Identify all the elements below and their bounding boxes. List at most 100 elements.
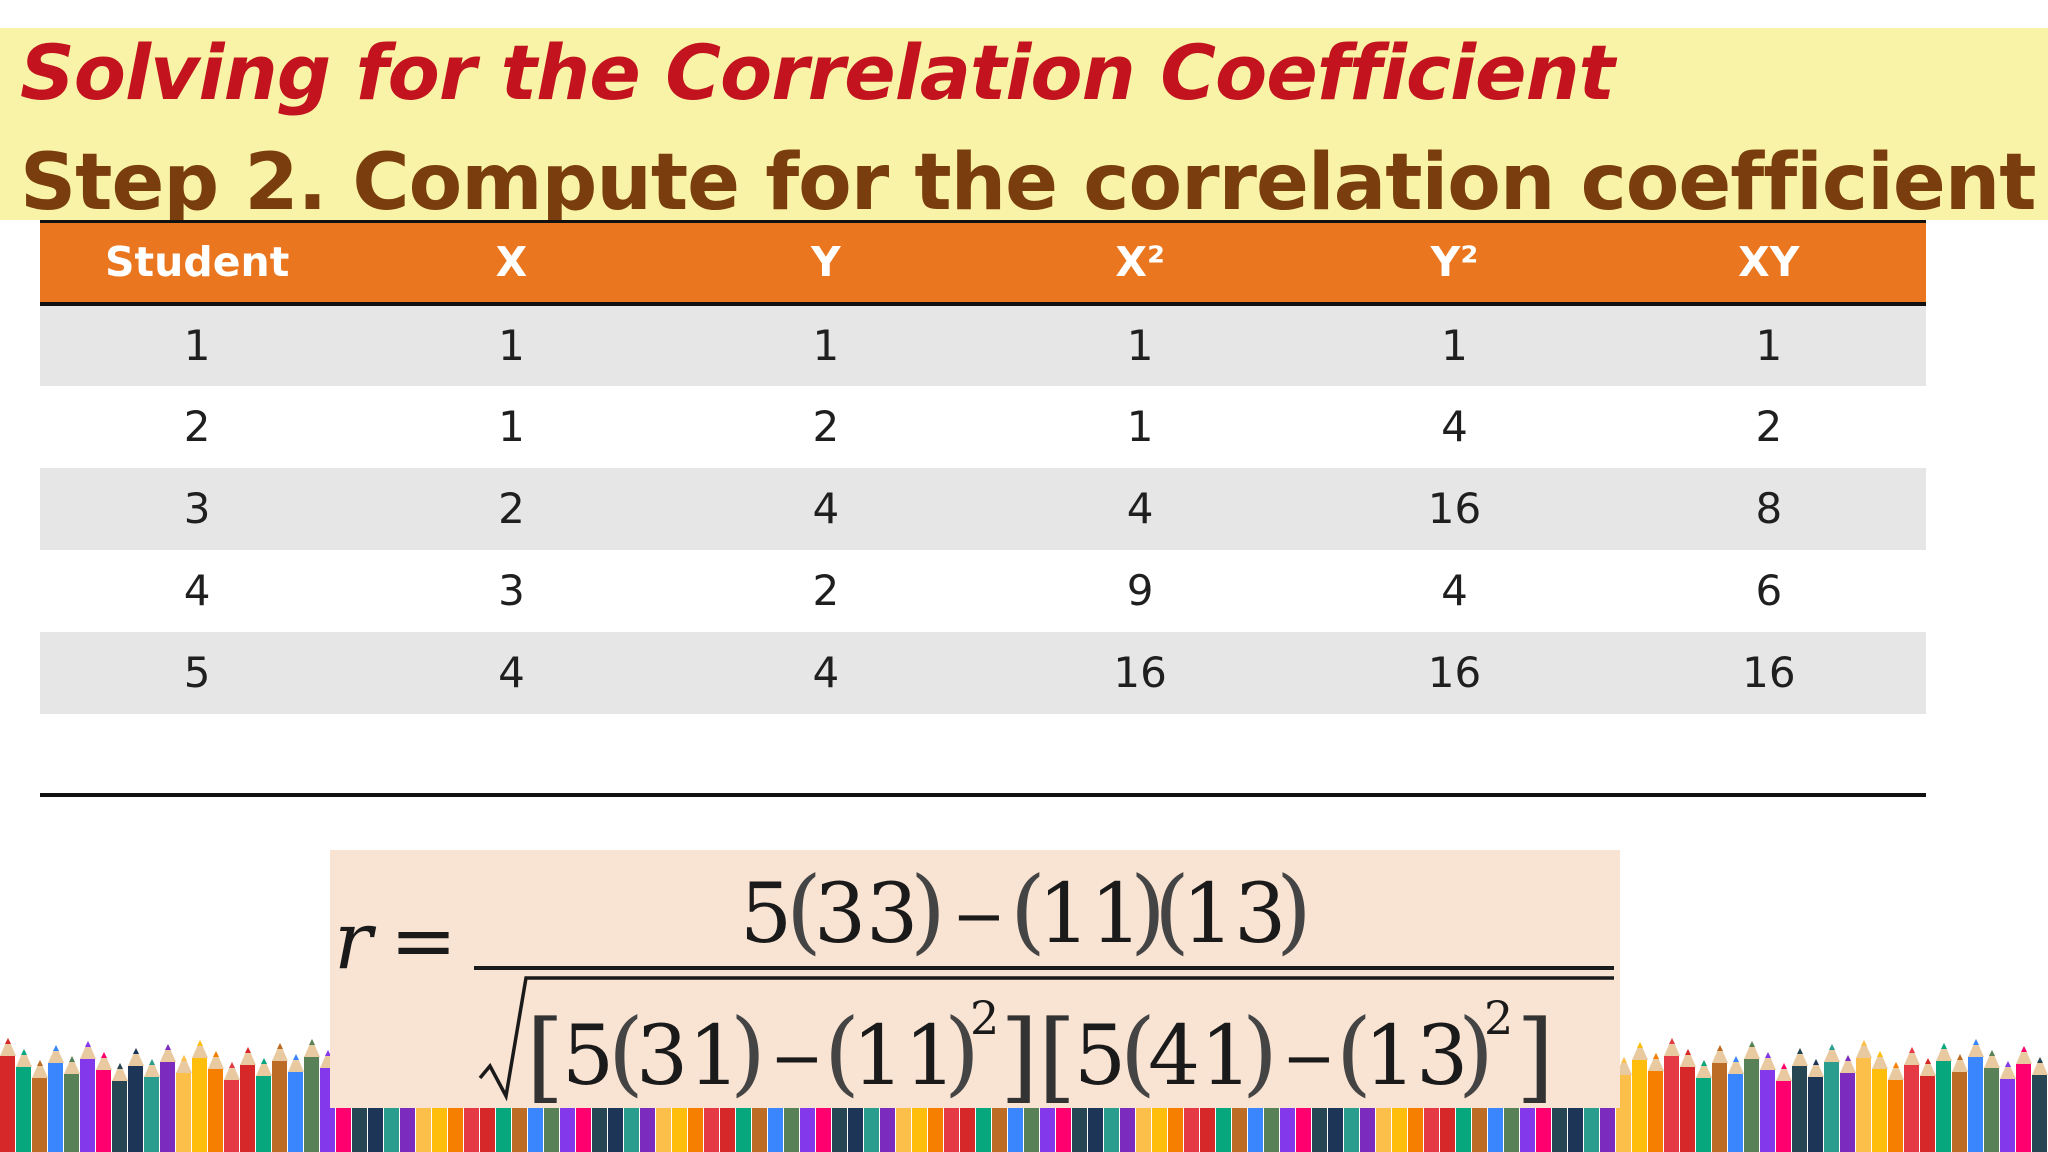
pencil-icon <box>1696 1060 1712 1152</box>
header-xy: XY <box>1611 221 1926 306</box>
table-cell: 4 <box>1441 566 1468 615</box>
table-cell: 8 <box>1755 484 1783 533</box>
paren-open: ( <box>1120 999 1156 1106</box>
header-y: Y <box>668 221 983 306</box>
pencil-icon <box>128 1048 144 1152</box>
table-cell: 4 <box>183 566 211 615</box>
table-cell: 9 <box>1126 566 1154 615</box>
pencil-icon <box>112 1063 128 1152</box>
paren-open: ( <box>1336 999 1372 1106</box>
pencil-icon <box>1888 1062 1904 1152</box>
denominator-n2: 5 <box>1074 1009 1126 1104</box>
pencil-icon <box>1632 1042 1648 1152</box>
table-cell: 1 <box>183 321 211 370</box>
pencil-icon <box>1968 1039 1984 1152</box>
paren-open: ( <box>608 999 644 1106</box>
radical-sign-icon <box>478 976 1614 1102</box>
paren-open: ( <box>1010 857 1046 964</box>
pencil-icon <box>1840 1055 1856 1152</box>
pencil-icon <box>1680 1049 1696 1152</box>
bracket-close: ] <box>1516 1000 1554 1108</box>
denominator-minus2: − <box>1282 1022 1336 1096</box>
fraction-bar <box>474 966 1614 970</box>
table-cell: 4 <box>1126 484 1154 533</box>
correlation-formula: r = 5 ( 33 ) − ( 11 ) ( 13 ) [ 5 ( 31 ) … <box>330 850 1620 1108</box>
pencil-icon <box>80 1041 96 1152</box>
pencil-icon <box>208 1051 224 1152</box>
table-cell: 16 <box>1742 648 1796 697</box>
paren-close: ) <box>1276 857 1312 964</box>
data-table: Student X Y X² Y² XY 1 1 1 1 1 1 2 1 2 1… <box>40 220 1926 714</box>
table-row: 2 1 2 1 4 2 <box>40 385 1926 468</box>
bracket-close: ] <box>1000 1000 1038 1108</box>
paren-close: ) <box>730 999 766 1106</box>
table-row: 4 3 2 9 4 6 <box>40 549 1926 632</box>
table-cell: 1 <box>1126 402 1154 451</box>
title-band <box>0 28 2048 220</box>
paren-open: ( <box>824 999 860 1106</box>
pencil-icon <box>304 1039 320 1152</box>
pencil-icon <box>1920 1058 1936 1152</box>
table-cell: 16 <box>1427 648 1482 697</box>
pencil-icon <box>48 1045 64 1152</box>
pencil-icon <box>1712 1045 1728 1152</box>
pencil-icon <box>1872 1051 1888 1152</box>
header-y-squared: Y² <box>1297 221 1612 306</box>
paren-close: ) <box>1458 999 1494 1106</box>
pencil-icon <box>144 1059 160 1152</box>
pencil-icon <box>192 1040 208 1152</box>
pencil-icon <box>1664 1038 1680 1152</box>
table-cell: 1 <box>1126 321 1154 370</box>
pencil-icon <box>1744 1041 1760 1152</box>
pencil-icon <box>1952 1054 1968 1152</box>
table-cell: 2 <box>812 566 840 615</box>
pencil-icon <box>1856 1040 1872 1152</box>
paren-open: ( <box>1154 857 1190 964</box>
slide-subtitle: Step 2. Compute for the correlation coef… <box>20 138 2037 228</box>
pencil-icon <box>1792 1048 1808 1152</box>
denominator-sum-y: 13 <box>1364 1009 1468 1104</box>
formula-equals: = <box>390 894 457 987</box>
table-cell: 16 <box>1427 484 1482 533</box>
pencil-icon <box>1808 1059 1824 1152</box>
denominator-exp2: 2 <box>1484 991 1513 1045</box>
denominator-sum-y2: 41 <box>1148 1009 1252 1104</box>
pencil-icon <box>32 1060 48 1152</box>
denominator-sum-x2: 31 <box>636 1009 740 1104</box>
pencil-icon <box>16 1049 32 1152</box>
pencil-icon <box>1648 1053 1664 1152</box>
denominator-n1: 5 <box>562 1009 614 1104</box>
table-cell: 4 <box>498 648 525 697</box>
table-cell: 2 <box>183 402 211 451</box>
denominator-exp1: 2 <box>970 991 999 1045</box>
pencil-icon <box>1936 1043 1952 1152</box>
pencil-icon <box>256 1058 272 1152</box>
pencil-icon <box>224 1062 240 1152</box>
formula-r: r <box>334 894 377 987</box>
header-x-squared: X² <box>982 221 1298 306</box>
slide-title: Solving for the Correlation Coefficient <box>20 28 1615 117</box>
numerator-sum-x: 11 <box>1038 867 1142 962</box>
table-cell: 2 <box>812 402 840 451</box>
table-body: 1 1 1 1 1 1 2 1 2 1 4 2 3 2 4 4 16 8 4 3… <box>40 303 1926 714</box>
divider-line <box>40 793 1926 797</box>
table-header-row: Student X Y X² Y² XY <box>40 221 1926 306</box>
pencil-icon <box>240 1047 256 1152</box>
pencil-icon <box>2016 1046 2032 1152</box>
table-cell: 4 <box>812 484 840 533</box>
pencil-icon <box>288 1054 304 1152</box>
header-student: Student <box>40 221 355 306</box>
table-cell: 16 <box>1113 648 1167 697</box>
numerator-sum-xy: 33 <box>814 867 918 962</box>
table-cell: 2 <box>498 484 525 533</box>
pencil-icon <box>1904 1047 1920 1152</box>
table-cell: 3 <box>183 484 211 533</box>
table-cell: 5 <box>183 648 211 697</box>
table-header: Student X Y X² Y² XY <box>40 221 1926 306</box>
paren-close: ) <box>944 999 980 1106</box>
header-x: X <box>354 221 669 306</box>
table-cell: 1 <box>812 321 840 370</box>
pencil-icon <box>1984 1050 2000 1152</box>
table-cell: 4 <box>812 648 840 697</box>
numerator-minus: − <box>952 880 1006 954</box>
